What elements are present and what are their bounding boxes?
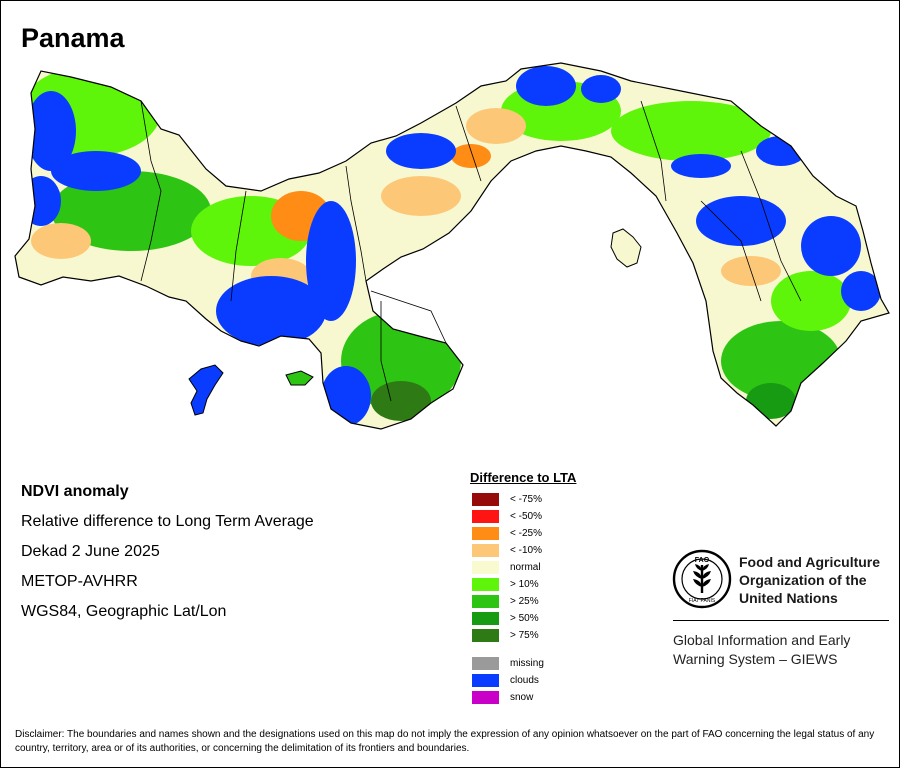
legend-swatch (472, 493, 499, 506)
fao-logo-icon: FAO FIAT PANIS (672, 549, 732, 609)
giews-line: Warning System – GIEWS (673, 651, 838, 667)
giews-line: Global Information and Early (673, 632, 851, 648)
legend-swatch (472, 527, 499, 540)
legend-label: clouds (510, 675, 539, 686)
legend-label: normal (510, 562, 541, 573)
pearl-islands (610, 228, 642, 268)
disclaimer: Disclaimer: The boundaries and names sho… (15, 729, 875, 754)
legend-swatch (472, 674, 499, 687)
info-title: NDVI anomaly (21, 483, 129, 500)
legend-label: > 25% (510, 596, 539, 607)
legend-label: missing (510, 658, 544, 669)
legend-item: snow (470, 689, 576, 706)
legend-item: > 50% (470, 610, 576, 627)
legend-label: < -10% (510, 545, 542, 556)
legend-swatch (472, 578, 499, 591)
legend-swatch (472, 691, 499, 704)
legend-item: normal (470, 559, 576, 576)
map-info-block: NDVI anomaly Relative difference to Long… (21, 477, 441, 627)
giews-label: Global Information and Early Warning Sys… (673, 631, 850, 669)
legend-item: < -25% (470, 525, 576, 542)
legend-item: < -50% (470, 508, 576, 525)
legend-item: < -75% (470, 491, 576, 508)
divider (673, 620, 889, 621)
info-projection: WGS84, Geographic Lat/Lon (21, 603, 227, 620)
legend-label: > 50% (510, 613, 539, 624)
legend: Difference to LTA < -75% < -50% < -25% <… (470, 470, 576, 706)
small-island (285, 370, 314, 386)
legend-label: < -50% (510, 511, 542, 522)
legend-label: < -75% (510, 494, 542, 505)
legend-item: < -10% (470, 542, 576, 559)
province-boundaries (140, 100, 802, 402)
legend-title: Difference to LTA (470, 470, 577, 485)
map-title: Panama (21, 23, 125, 53)
legend-item: > 25% (470, 593, 576, 610)
legend-label: snow (510, 692, 534, 703)
info-sensor: METOP-AVHRR (21, 573, 138, 590)
organization-name: Food and Agriculture Organization of the… (739, 553, 880, 607)
organization-name-line: Organization of the (739, 572, 867, 588)
legend-item: clouds (470, 672, 576, 689)
legend-item: > 75% (470, 627, 576, 644)
fao-logo-motto: FIAT PANIS (689, 598, 716, 604)
legend-swatch (472, 595, 499, 608)
legend-label: > 75% (510, 630, 539, 641)
legend-swatch (472, 510, 499, 523)
info-subtitle: Relative difference to Long Term Average (21, 513, 314, 530)
legend-item: missing (470, 655, 576, 672)
organization-name-line: Food and Agriculture (739, 554, 881, 570)
legend-label: < -25% (510, 528, 542, 539)
legend-swatch (472, 657, 499, 670)
fao-logo-text: FAO (695, 557, 710, 564)
info-period: Dekad 2 June 2025 (21, 543, 160, 560)
legend-swatch (472, 561, 499, 574)
country-outline (14, 62, 890, 430)
legend-gap (470, 644, 576, 655)
coiba-island (188, 364, 224, 416)
organization-name-line: United Nations (739, 590, 838, 606)
legend-label: > 10% (510, 579, 539, 590)
legend-swatch (472, 629, 499, 642)
legend-item: > 10% (470, 576, 576, 593)
legend-swatch (472, 612, 499, 625)
legend-swatch (472, 544, 499, 557)
